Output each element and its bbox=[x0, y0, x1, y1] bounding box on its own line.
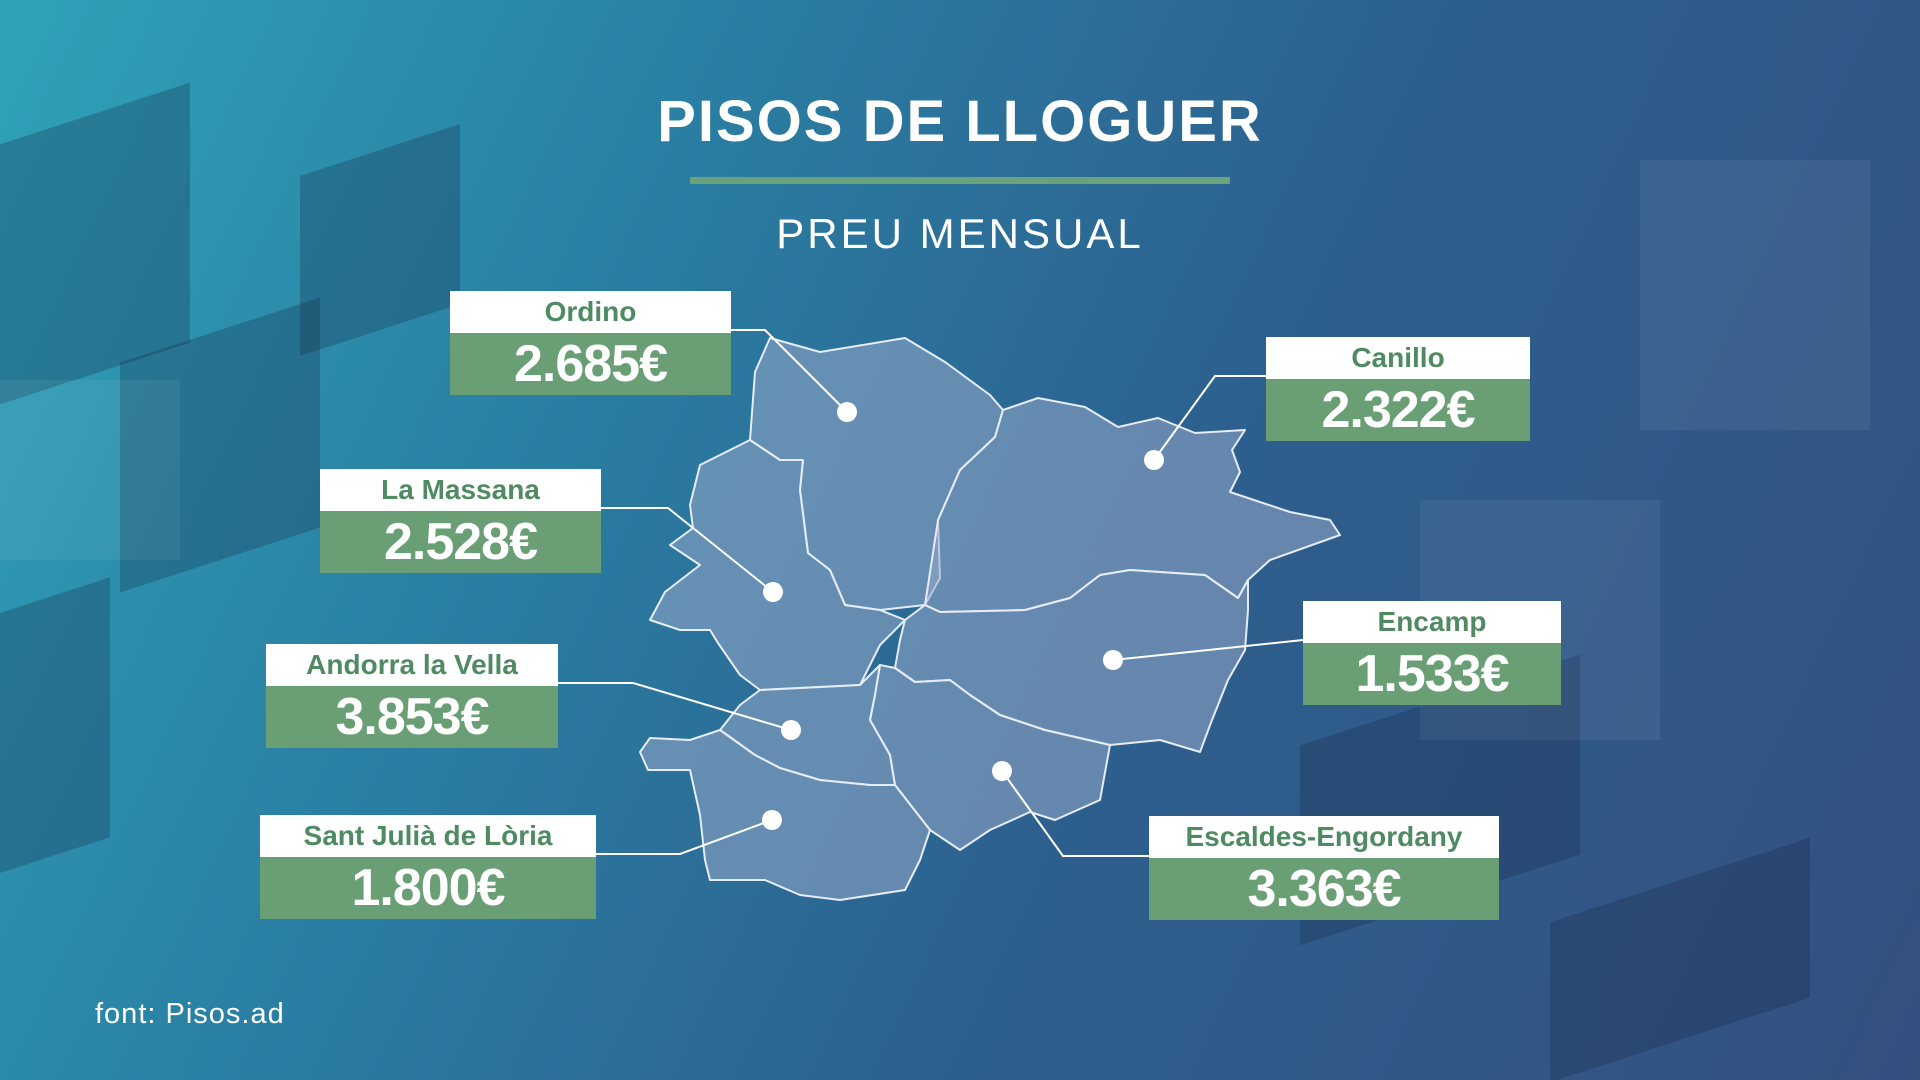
page-subtitle: PREU MENSUAL bbox=[776, 210, 1144, 257]
marker-ordino bbox=[837, 402, 857, 422]
parish-price: 3.363€ bbox=[1149, 858, 1499, 920]
marker-sant-julia-de-loria bbox=[762, 810, 782, 830]
region-sant-julia-de-loria bbox=[639, 729, 931, 901]
leader-line-sant-julia-de-loria bbox=[596, 819, 773, 855]
source-note: font: Pisos.ad bbox=[95, 998, 285, 1030]
parish-price: 2.685€ bbox=[450, 333, 731, 395]
parish-price: 1.533€ bbox=[1303, 643, 1561, 705]
label-sant-julia-de-loria: Sant Julià de Lòria 1.800€ bbox=[260, 815, 596, 919]
parish-name: Andorra la Vella bbox=[266, 644, 558, 686]
parish-name: La Massana bbox=[320, 469, 601, 511]
page-title: PISOS DE LLOGUER bbox=[657, 89, 1263, 154]
header: PISOS DE LLOGUER PREU MENSUAL bbox=[0, 88, 1920, 258]
title-underline bbox=[690, 177, 1230, 184]
marker-escaldes-engordany bbox=[992, 761, 1012, 781]
parish-price: 3.853€ bbox=[266, 686, 558, 748]
parish-name: Escaldes-Engordany bbox=[1149, 816, 1499, 858]
region-escaldes-engordany bbox=[869, 664, 1111, 851]
leader-line-canillo bbox=[1153, 375, 1266, 461]
parish-name: Ordino bbox=[450, 291, 731, 333]
parish-price: 2.528€ bbox=[320, 511, 601, 573]
label-andorra-la-vella: Andorra la Vella 3.853€ bbox=[266, 644, 558, 748]
parish-name: Encamp bbox=[1303, 601, 1561, 643]
leader-line-ordino bbox=[720, 329, 848, 413]
label-escaldes-engordany: Escaldes-Engordany 3.363€ bbox=[1149, 816, 1499, 920]
label-la-massana: La Massana 2.528€ bbox=[320, 469, 601, 573]
parish-name: Sant Julià de Lòria bbox=[260, 815, 596, 857]
marker-canillo bbox=[1144, 450, 1164, 470]
marker-encamp bbox=[1103, 650, 1123, 670]
label-encamp: Encamp 1.533€ bbox=[1303, 601, 1561, 705]
leader-line-la-massana bbox=[601, 507, 774, 593]
marker-la-massana bbox=[763, 582, 783, 602]
parish-price: 1.800€ bbox=[260, 857, 596, 919]
parish-name: Canillo bbox=[1266, 337, 1530, 379]
parish-price: 2.322€ bbox=[1266, 379, 1530, 441]
leader-line-encamp bbox=[1112, 639, 1304, 661]
leader-line-andorra-la-vella bbox=[558, 682, 792, 731]
leader-line-escaldes-engordany bbox=[1001, 770, 1149, 857]
label-canillo: Canillo 2.322€ bbox=[1266, 337, 1530, 441]
marker-andorra-la-vella bbox=[781, 720, 801, 740]
label-ordino: Ordino 2.685€ bbox=[450, 291, 731, 395]
